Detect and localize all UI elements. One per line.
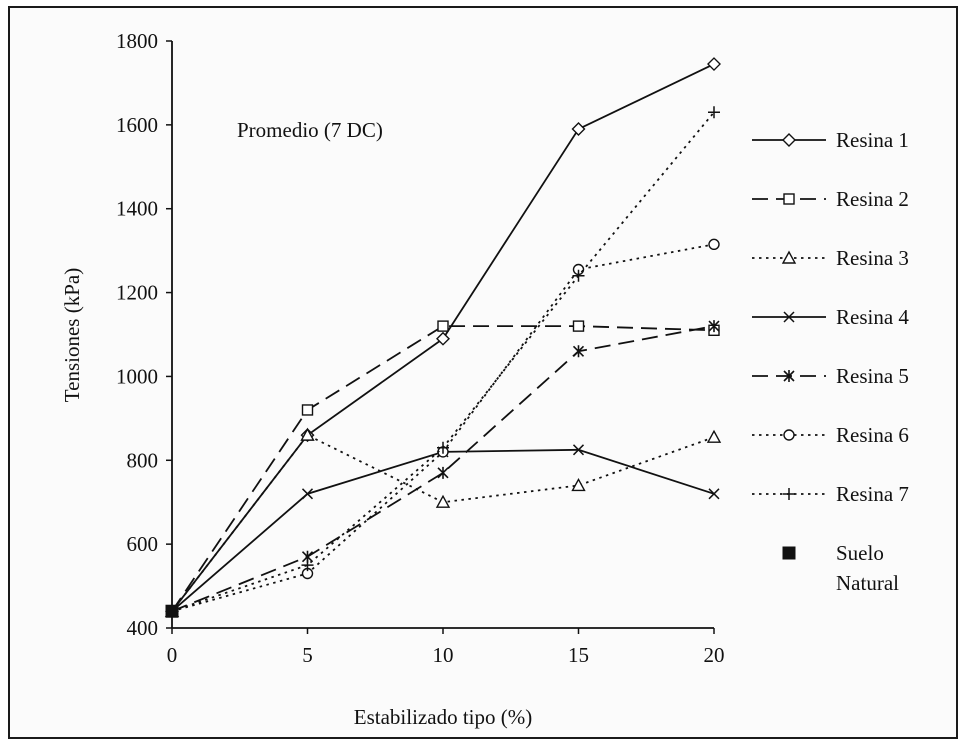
data-point-s5-3-shape (572, 345, 585, 358)
data-point-s1-4-shape (707, 57, 721, 72)
x-tick-label: 10 (433, 643, 454, 667)
legend-marker-5 (783, 370, 795, 382)
data-point-s7-4-shape (708, 106, 720, 119)
x-tick-label: 20 (704, 643, 725, 667)
legend-label-5: Resina 5 (836, 364, 909, 388)
x-tick-label: 15 (568, 643, 589, 667)
data-point-s2-3 (572, 320, 585, 332)
data-point-s3-4-shape (706, 429, 722, 443)
legend-marker-4-shape (783, 311, 795, 323)
legend-label-8: Suelo (836, 541, 884, 565)
legend-marker-2-shape (783, 193, 795, 205)
data-point-s7-4 (708, 106, 720, 119)
legend-label-4: Resina 4 (836, 305, 909, 329)
data-point-s8-0 (165, 604, 179, 618)
legend-label-3: Resina 3 (836, 246, 909, 270)
legend-marker-7 (783, 488, 795, 500)
data-point-s3-3-shape (571, 477, 586, 492)
series-line-3 (171, 433, 715, 612)
data-point-s7-3 (572, 269, 585, 282)
data-point-s4-4 (708, 488, 720, 500)
data-point-s2-2-shape (437, 320, 449, 332)
data-point-s2-1-shape (301, 404, 314, 416)
legend-marker-6-shape (783, 429, 795, 441)
data-point-s3-2-shape (435, 494, 451, 508)
data-point-s6-4 (708, 238, 720, 251)
legend-label-1: Resina 1 (836, 128, 909, 152)
data-point-s3-2 (435, 494, 451, 508)
legend-marker-2 (783, 193, 795, 205)
legend-marker-8-shape (782, 546, 796, 560)
data-point-s7-2-shape (437, 441, 449, 454)
x-tick-label: 5 (302, 643, 313, 667)
series-line-6 (171, 243, 715, 613)
y-tick-label: 1400 (116, 197, 158, 221)
data-point-s5-2-shape (437, 466, 449, 479)
data-point-s2-3-shape (572, 320, 585, 332)
data-point-s4-3 (572, 444, 585, 456)
legend-marker-6 (783, 429, 795, 441)
legend-marker-1-shape (782, 133, 796, 147)
chart-annotation: Promedio (7 DC) (237, 118, 383, 142)
data-point-s6-4-shape (708, 238, 720, 251)
legend-marker-4 (783, 311, 795, 323)
x-tick-label: 0 (167, 643, 178, 667)
data-point-s5-3 (572, 345, 585, 358)
series-line-5 (171, 325, 715, 613)
data-point-s7-1-shape (301, 559, 314, 572)
y-tick-label: 800 (127, 448, 159, 472)
data-point-s8-0-shape (165, 604, 179, 618)
legend-label-2: Resina 2 (836, 187, 909, 211)
legend-marker-7-shape (783, 488, 795, 500)
data-point-s7-2 (437, 441, 449, 454)
data-point-s1-4 (707, 57, 721, 72)
data-point-s7-1 (301, 559, 314, 572)
y-tick-label: 400 (127, 616, 159, 640)
data-point-s3-4 (706, 429, 722, 443)
y-axis-label: Tensiones (kPa) (60, 268, 84, 402)
data-point-s7-3-shape (572, 269, 585, 282)
series-line-7 (171, 111, 715, 613)
data-point-s5-2 (437, 466, 449, 479)
data-point-s4-1 (301, 488, 314, 500)
data-point-s5-4 (708, 320, 720, 333)
legend-marker-3-shape (781, 250, 797, 264)
data-point-s2-1 (301, 404, 314, 416)
data-point-s3-1 (300, 427, 315, 441)
data-point-s4-4-shape (708, 488, 720, 500)
y-tick-label: 600 (127, 532, 159, 556)
data-point-s3-3 (571, 477, 586, 492)
data-point-s3-1-shape (300, 427, 315, 441)
x-axis-label: Estabilizado tipo (%) (354, 705, 532, 729)
data-point-s4-1-shape (301, 488, 314, 500)
y-tick-label: 1600 (116, 113, 158, 137)
legend-label-8: Natural (836, 571, 899, 595)
data-point-s4-3-shape (572, 444, 585, 456)
y-tick-label: 1200 (116, 281, 158, 305)
data-point-s1-3 (571, 122, 586, 137)
y-tick-label: 1000 (116, 364, 158, 388)
data-point-s1-3-shape (571, 122, 586, 137)
legend-marker-5-shape (783, 370, 795, 382)
data-point-s2-2 (437, 320, 449, 332)
data-point-s5-4-shape (708, 320, 720, 333)
legend-marker-3 (781, 250, 797, 264)
series-line-2 (171, 325, 715, 612)
legend-marker-1 (782, 133, 796, 147)
data-point-s1-2 (436, 331, 450, 346)
legend-label-7: Resina 7 (836, 482, 909, 506)
legend-marker-8 (782, 546, 796, 560)
y-tick-label: 1800 (116, 29, 158, 53)
legend-label-6: Resina 6 (836, 423, 909, 447)
data-point-s1-2-shape (436, 331, 450, 346)
